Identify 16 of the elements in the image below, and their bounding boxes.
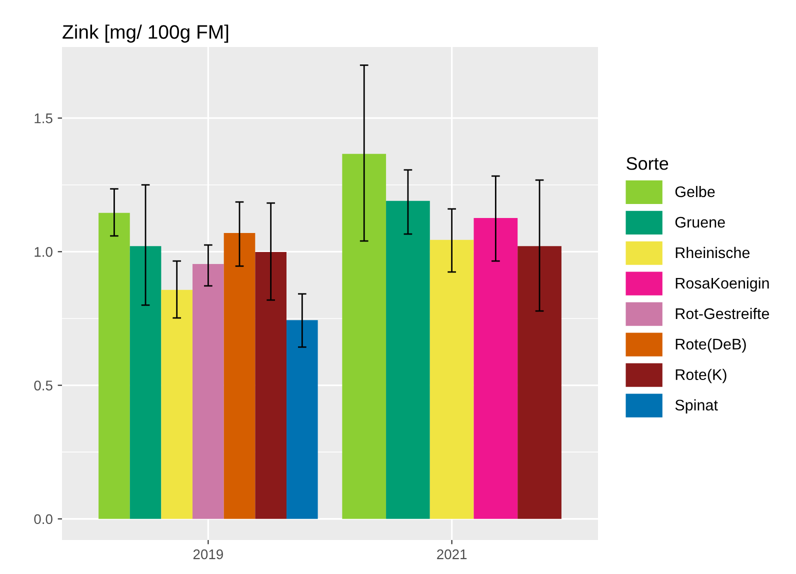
x-tick-label: 2019	[193, 549, 223, 560]
y-tick-label: 1.0	[34, 247, 52, 257]
y-tick-label: 0.5	[34, 380, 52, 390]
legend-label: RosaKoenigin	[676, 277, 769, 292]
legend-label: Rot-Gestreifte	[676, 308, 770, 320]
chart-title: Zink [mg/ 100g FM]	[62, 24, 228, 43]
legend-label: Rheinische	[676, 246, 750, 258]
y-tick-label: 0.0	[34, 514, 52, 524]
y-tick-label: 1.5	[34, 114, 52, 124]
legend-label: Spinat	[675, 399, 718, 414]
x-tick-label: 2021	[437, 549, 467, 560]
legend-label: Gelbe	[675, 186, 715, 198]
legend-label: Rote(K)	[676, 368, 726, 384]
legend-title: Sorte	[626, 157, 668, 170]
legend-label: Rote(DeB)	[676, 338, 746, 353]
legend-label: Gruene	[675, 216, 725, 228]
